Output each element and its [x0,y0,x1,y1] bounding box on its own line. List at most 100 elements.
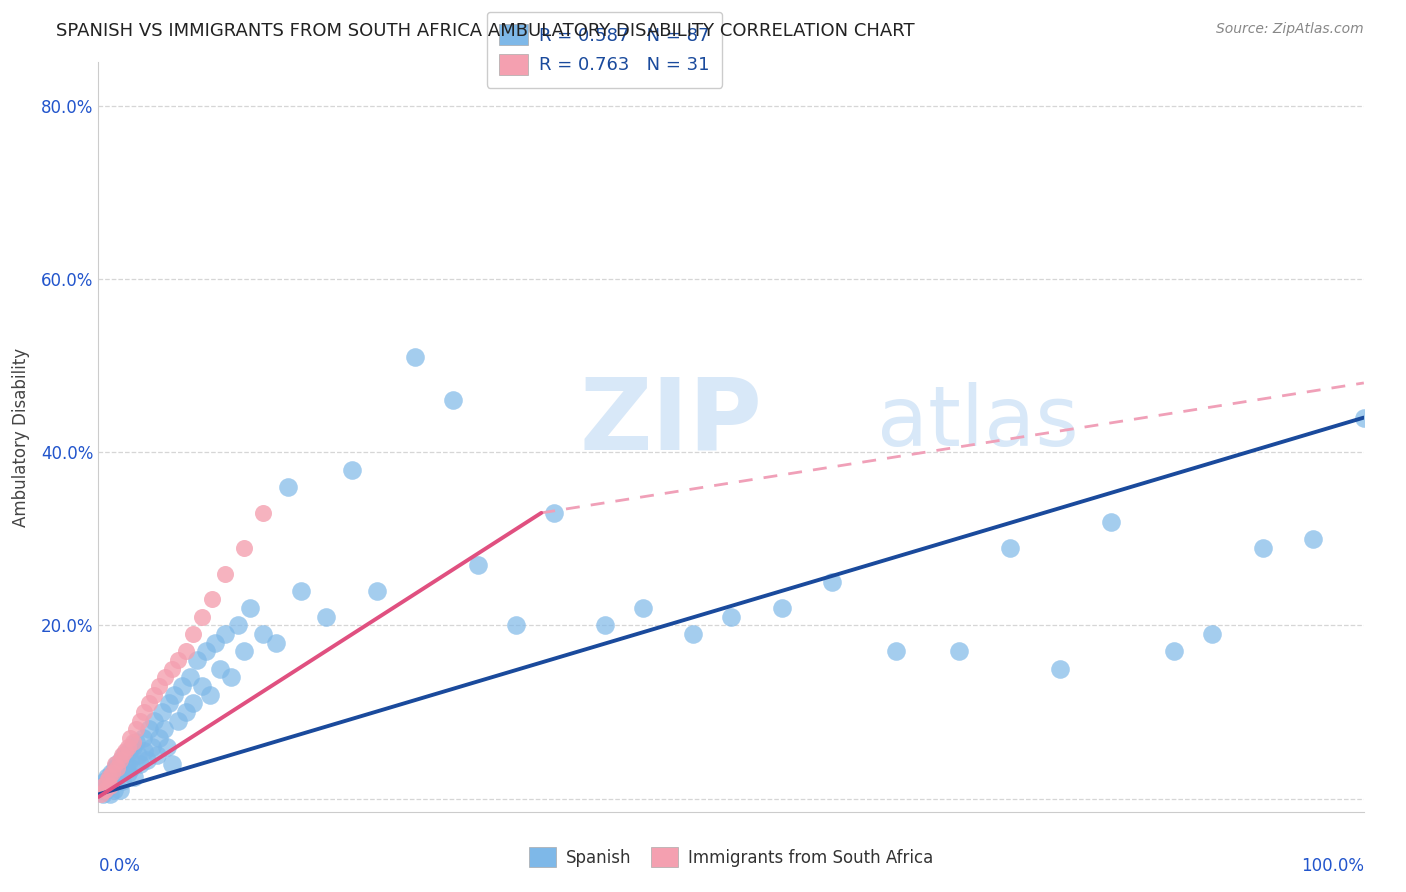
Point [155,670,177,684]
Y-axis label: Ambulatory Disability: Ambulatory Disability [11,348,30,526]
Point [186,653,208,667]
Point [998,541,1021,555]
Point [120,753,141,767]
Point [884,644,907,658]
Point [148,731,170,745]
Point [264,636,287,650]
Point [111,748,134,763]
Point [138,723,160,737]
Point [1302,532,1324,546]
Point [233,541,256,555]
Point [93,779,115,793]
Point [174,705,197,719]
Point [143,688,166,702]
Point [277,480,299,494]
Point [104,761,127,775]
Point [101,765,124,780]
Point [153,723,176,737]
Point [125,723,148,737]
Point [107,761,129,775]
Point [170,679,193,693]
Point [467,558,489,572]
Point [160,757,183,772]
Point [143,714,166,728]
Point [157,697,180,711]
Point [120,731,141,745]
Point [593,618,616,632]
Point [1099,515,1122,529]
Point [111,774,134,789]
Point [290,583,312,598]
Point [191,610,214,624]
Point [121,735,143,749]
Point [174,644,197,658]
Point [1251,541,1274,555]
Point [107,757,129,772]
Point [117,739,139,754]
Point [107,765,129,780]
Point [132,705,155,719]
Point [100,765,122,780]
Point [505,618,527,632]
Point [252,627,274,641]
Point [96,774,118,789]
Point [129,757,152,772]
Point [1201,627,1223,641]
Point [117,765,139,780]
Point [441,393,464,408]
Point [1353,410,1375,425]
Point [156,739,179,754]
Point [770,601,793,615]
Point [821,575,844,590]
Point [115,757,138,772]
Point [252,506,274,520]
Point [120,761,142,775]
Point [101,774,124,789]
Point [150,705,173,719]
Point [1049,662,1071,676]
Point [167,653,190,667]
Point [141,739,163,754]
Point [543,506,565,520]
Point [97,779,120,793]
Text: Source: ZipAtlas.com: Source: ZipAtlas.com [1216,22,1364,37]
Point [105,770,128,784]
Point [167,714,190,728]
Point [132,731,155,745]
Legend: Spanish, Immigrants from South Africa: Spanish, Immigrants from South Africa [517,836,945,879]
Point [93,783,117,797]
Point [340,462,363,476]
Point [720,610,742,624]
Point [108,783,131,797]
Point [135,753,157,767]
Text: atlas: atlas [877,382,1078,463]
Point [90,788,112,802]
Point [315,610,337,624]
Point [145,748,167,763]
Point [160,662,183,676]
Point [110,753,132,767]
Point [132,744,155,758]
Point [948,644,970,658]
Point [163,688,186,702]
Point [114,744,136,758]
Point [121,739,143,754]
Point [191,679,214,693]
Point [122,770,145,784]
Point [233,644,256,658]
Point [179,670,201,684]
Point [125,735,148,749]
Point [103,783,125,797]
Point [682,627,704,641]
Point [194,644,218,658]
Point [208,662,231,676]
Point [108,753,131,767]
Point [94,783,117,797]
Point [127,748,149,763]
Point [404,350,426,364]
Point [204,636,226,650]
Point [239,601,262,615]
Point [93,774,117,789]
Point [98,788,121,802]
Point [214,627,236,641]
